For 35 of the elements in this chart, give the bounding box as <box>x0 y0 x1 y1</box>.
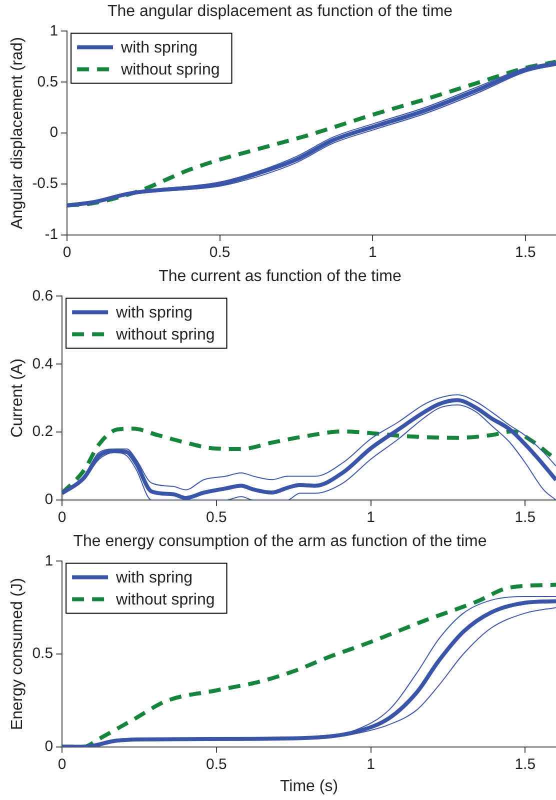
chart-title: The angular displacement as function of the time <box>107 3 453 20</box>
y-axis-title: Energy consumed (J) <box>9 578 26 730</box>
y-tick-label: 0 <box>44 738 54 755</box>
y-tick-label: 0.5 <box>32 645 54 662</box>
y-tick-label: 0.2 <box>32 423 54 440</box>
legend-label: with spring <box>120 40 198 57</box>
y-tick-label: -1 <box>44 226 58 244</box>
y-tick-label: -0.5 <box>32 175 58 192</box>
y-tick-label: 0.6 <box>32 287 54 304</box>
legend-label: with spring <box>115 570 193 587</box>
y-tick-label: 0 <box>50 124 58 142</box>
y-tick-label: 0.5 <box>37 73 58 90</box>
x-tick-label: 1 <box>366 756 375 773</box>
x-tick-label: 0.5 <box>209 244 230 262</box>
legend-label: with spring <box>115 304 193 322</box>
x-tick-label: 1 <box>368 244 377 262</box>
x-tick-label: 1.5 <box>515 244 536 262</box>
x-tick-label: 0.5 <box>206 509 227 526</box>
y-axis-title: Current (A) <box>9 358 26 438</box>
legend-label: without spring <box>120 62 220 79</box>
x-tick-label: 1.5 <box>514 509 536 526</box>
y-tick-label: 0 <box>44 491 54 508</box>
x-tick-label: 0.5 <box>206 756 227 773</box>
x-axis-title: Time (s) <box>280 778 338 795</box>
y-tick-label: 1 <box>44 552 54 570</box>
legend-label: without spring <box>115 326 215 344</box>
chart-title: The current as function of the time <box>158 268 402 286</box>
y-axis-title: Angular displacement (rad) <box>9 37 26 230</box>
legend-label: without spring <box>115 592 215 609</box>
chart-title: The energy consumption of the arm as function of the time <box>73 533 487 550</box>
x-tick-label: 1.5 <box>514 756 536 773</box>
y-tick-label: 0.4 <box>32 355 54 372</box>
x-tick-label: 1 <box>366 509 375 526</box>
y-tick-label: 1 <box>50 22 58 40</box>
x-tick-label: 0 <box>62 244 72 262</box>
